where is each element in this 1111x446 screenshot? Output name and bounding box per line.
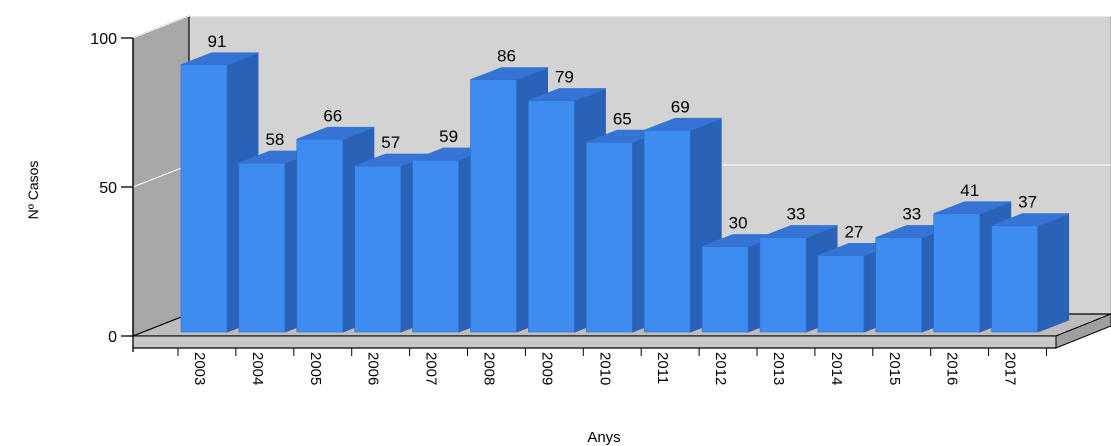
bar (759, 237, 807, 333)
x-tick-label: 2017 (1002, 352, 1019, 385)
x-tick-label: 2010 (596, 352, 613, 385)
bar (701, 246, 749, 333)
bar (180, 64, 228, 333)
x-tick-label: 2008 (481, 352, 498, 385)
gridline (132, 15, 1111, 39)
bar-side (1037, 213, 1070, 333)
bar (991, 225, 1038, 333)
bar (470, 79, 517, 333)
x-tick-label: 2007 (423, 352, 440, 385)
data-label: 91 (208, 32, 227, 51)
data-label: 58 (265, 130, 284, 149)
bar (296, 139, 344, 333)
bar (817, 255, 865, 333)
bar (585, 142, 633, 333)
data-label: 33 (787, 205, 806, 224)
x-tick-label: 2006 (365, 352, 382, 385)
data-label: 66 (323, 106, 342, 125)
data-label: 69 (671, 97, 690, 116)
x-tick-label: 2014 (828, 352, 845, 385)
bar (354, 165, 402, 333)
x-tick-label: 2011 (654, 352, 671, 384)
data-label: 30 (729, 214, 748, 233)
x-tick-label: 2015 (886, 352, 903, 385)
bar (528, 100, 575, 333)
data-label: 59 (439, 127, 458, 146)
x-tick-label: 2012 (712, 352, 729, 385)
x-tick-label: 2009 (538, 352, 555, 385)
x-tick-label: 2005 (307, 352, 324, 385)
floor-side-edge (1055, 313, 1111, 349)
bar (238, 162, 286, 333)
x-tick-label: 2004 (249, 352, 266, 385)
data-label: 65 (613, 109, 632, 128)
y-tick-label: 0 (108, 329, 117, 346)
y-axis-label: Nº Casos (25, 161, 41, 220)
data-label: 27 (844, 223, 863, 242)
bar (933, 213, 981, 333)
bars (180, 52, 1070, 333)
data-label: 79 (555, 68, 574, 87)
x-tick-label: 2003 (191, 352, 208, 385)
x-tick-label: 2013 (770, 352, 787, 385)
data-label: 57 (381, 133, 400, 152)
data-label: 86 (497, 47, 516, 66)
data-label: 33 (902, 205, 921, 224)
x-tick-label: 2016 (944, 352, 961, 385)
floor-front-edge (132, 335, 1057, 349)
data-label: 41 (960, 181, 979, 200)
y-tick-label: 50 (99, 180, 117, 197)
bar (875, 237, 923, 333)
data-label: 37 (1018, 193, 1037, 212)
x-axis-label: Anys (587, 429, 620, 446)
axes (121, 37, 1056, 356)
data-labels: 91 58 66 57 59 86 79 65 69 30 33 27 33 41 37 (208, 32, 1038, 242)
bar (643, 130, 691, 333)
bar (412, 159, 459, 333)
tick-labels: 0 50 100 2003 2004 2005 2006 2007 2008 2009 2010 20… (90, 31, 1018, 385)
y-tick-label: 100 (90, 31, 117, 48)
